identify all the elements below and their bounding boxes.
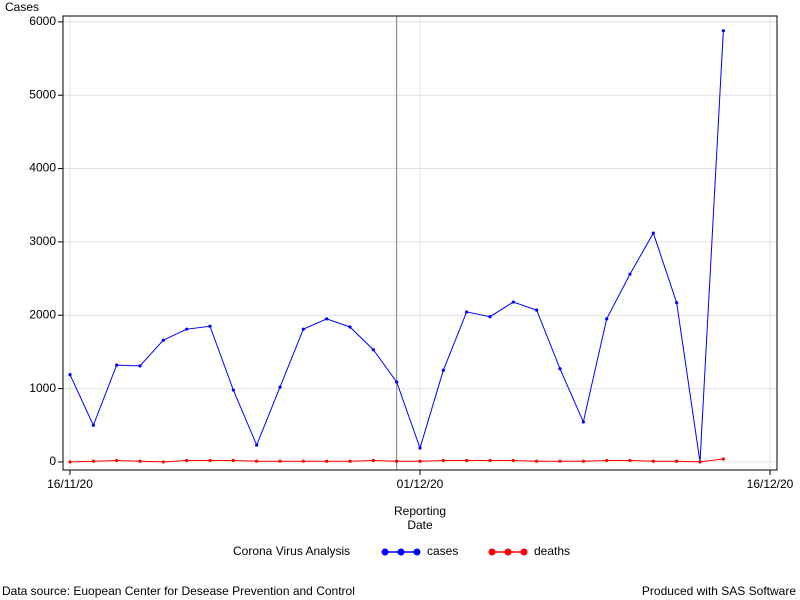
data-point <box>161 460 165 464</box>
y-tick-label: 2000 <box>29 307 56 321</box>
y-tick-label: 0 <box>49 454 56 468</box>
data-point <box>231 458 235 463</box>
data-point <box>558 459 562 463</box>
data-point <box>581 459 585 463</box>
plot-frame <box>62 15 778 471</box>
data-point <box>628 272 632 276</box>
x-tick-label: 16/11/20 <box>47 477 93 491</box>
data-point <box>418 459 422 463</box>
data-point <box>675 301 679 305</box>
data-point <box>161 338 165 342</box>
data-point <box>535 459 539 463</box>
y-tick-label: 3000 <box>29 234 56 248</box>
data-point <box>278 459 282 463</box>
data-point <box>91 459 95 463</box>
data-point <box>371 458 375 463</box>
data-point <box>255 459 259 463</box>
legend-label: deaths <box>534 544 570 558</box>
data-point <box>698 460 702 464</box>
data-point <box>371 348 375 352</box>
data-point <box>675 459 679 463</box>
y-tick-label: 4000 <box>29 161 56 175</box>
data-point <box>441 368 445 372</box>
data-point <box>651 459 655 463</box>
x-tick-label: 01/12/20 <box>397 477 444 491</box>
data-point <box>488 315 492 319</box>
data-point <box>395 380 399 384</box>
y-axis-label: Cases <box>5 0 39 14</box>
data-point <box>511 458 515 463</box>
data-point <box>558 367 562 371</box>
data-point <box>511 300 515 304</box>
data-point <box>581 420 585 424</box>
data-point <box>465 310 469 314</box>
legend-marker <box>413 548 421 556</box>
data-point <box>68 460 72 464</box>
data-point <box>91 423 95 427</box>
data-point <box>325 459 329 463</box>
data-point <box>465 458 469 463</box>
data-point <box>138 459 142 463</box>
data-point <box>301 327 305 331</box>
data-point <box>605 317 609 321</box>
legend-marker <box>381 548 389 556</box>
legend-marker <box>397 548 405 556</box>
data-point <box>628 458 632 463</box>
y-tick-label: 6000 <box>29 14 56 28</box>
y-tick-label: 1000 <box>29 381 56 395</box>
data-point <box>721 457 725 461</box>
data-point <box>255 443 259 447</box>
x-axis-label: Date <box>407 518 433 532</box>
legend-marker <box>520 548 528 556</box>
data-point <box>68 373 72 377</box>
data-point <box>208 458 212 463</box>
data-point <box>208 324 212 328</box>
legend-marker <box>488 548 496 556</box>
data-point <box>348 325 352 329</box>
x-tick-label: 16/12/20 <box>747 477 794 491</box>
data-point <box>395 459 399 463</box>
data-point <box>115 363 119 367</box>
data-point <box>278 385 282 389</box>
data-point <box>441 458 445 463</box>
data-point <box>185 327 189 331</box>
data-point <box>115 458 119 463</box>
legend-marker <box>504 548 512 556</box>
data-point <box>348 459 352 463</box>
data-point <box>418 446 422 450</box>
legend-label: cases <box>427 544 458 558</box>
data-point <box>535 308 539 312</box>
data-point <box>325 317 329 321</box>
data-point <box>721 29 725 33</box>
y-tick-label: 5000 <box>29 87 56 101</box>
data-point <box>185 458 189 463</box>
data-point <box>651 231 655 235</box>
data-point <box>231 388 235 392</box>
data-point <box>605 458 609 463</box>
data-point <box>138 364 142 368</box>
legend-title: Corona Virus Analysis <box>233 544 350 558</box>
x-axis-label: Reporting <box>394 504 446 518</box>
footnote: Data source: Euopean Center for Desease … <box>2 584 355 598</box>
data-point <box>301 459 305 463</box>
footnote: Produced with SAS Software <box>642 584 796 598</box>
data-point <box>488 458 492 463</box>
